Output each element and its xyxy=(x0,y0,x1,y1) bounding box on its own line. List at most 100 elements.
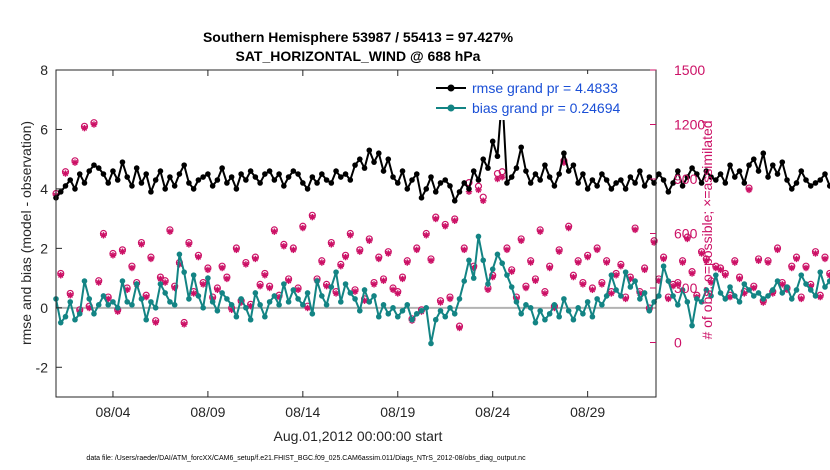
bias-point xyxy=(304,290,311,296)
rmse-point xyxy=(684,174,691,180)
rmse-point xyxy=(176,171,183,177)
obs-assimilated-point xyxy=(380,277,387,284)
rmse-point xyxy=(209,183,216,189)
obs-assimilated-point xyxy=(432,215,439,223)
rmse-point xyxy=(281,183,287,189)
rmse-point xyxy=(527,180,534,186)
rmse-point xyxy=(708,174,714,180)
obs-assimilated-point xyxy=(214,286,221,294)
rmse-point xyxy=(57,189,64,195)
rmse-point xyxy=(589,177,596,183)
bias-point xyxy=(679,287,686,293)
rmse-point xyxy=(86,168,93,174)
bias-point xyxy=(670,293,676,299)
obs-assimilated-point xyxy=(593,246,601,254)
y-tick-label: 6 xyxy=(40,121,48,137)
y2-tick-label: 1200 xyxy=(674,117,705,133)
bias-point xyxy=(627,284,634,290)
bias-point xyxy=(209,299,216,305)
legend-bias-label: bias grand pr = 0.24694 xyxy=(472,100,620,116)
obs-assimilated-point xyxy=(90,121,98,128)
rmse-point xyxy=(152,177,159,183)
bias-point xyxy=(352,296,358,302)
bias-point xyxy=(356,307,363,314)
rmse-point xyxy=(437,180,444,186)
rmse-point xyxy=(670,180,676,186)
obs-assimilated-point xyxy=(717,266,724,274)
obs-assimilated-point xyxy=(608,290,615,297)
x-tick-label: 08/24 xyxy=(475,404,510,420)
rmse-point xyxy=(404,186,411,192)
obs-assimilated-point xyxy=(147,255,155,263)
bias-point xyxy=(124,299,131,305)
bias-point xyxy=(494,251,501,258)
bias-point xyxy=(646,307,653,314)
bias-point xyxy=(143,316,149,323)
bias-point xyxy=(162,290,168,296)
rmse-point xyxy=(565,168,572,174)
bias-point xyxy=(750,293,757,299)
bias-point xyxy=(366,299,373,305)
legend-box xyxy=(428,74,650,120)
rmse-point xyxy=(304,186,311,192)
bias-point xyxy=(157,281,164,287)
obs-assimilated-point xyxy=(223,275,231,283)
obs-assimilated-point xyxy=(750,284,757,292)
bias-point xyxy=(399,307,406,314)
rmse-point xyxy=(423,186,430,192)
rmse-point xyxy=(599,171,605,177)
bias-point xyxy=(110,299,116,305)
rmse-point xyxy=(442,177,449,183)
rmse-point xyxy=(769,162,776,168)
bias-point xyxy=(385,310,392,317)
bias-point xyxy=(72,316,78,323)
obs-assimilated-point xyxy=(817,293,824,301)
obs-assimilated-point xyxy=(309,213,316,221)
bias-point xyxy=(300,302,306,308)
obs-assimilated-point xyxy=(138,241,145,248)
rmse-point xyxy=(632,180,638,186)
obs-assimilated-point xyxy=(456,324,463,332)
bias-point xyxy=(219,290,225,296)
rmse-point xyxy=(157,168,164,174)
bias-point xyxy=(371,293,377,299)
rmse-point xyxy=(361,165,368,171)
rmse-point xyxy=(95,165,102,171)
rmse-point xyxy=(328,180,335,186)
obs-assimilated-point xyxy=(755,257,762,264)
obs-assimilated-point xyxy=(536,228,544,235)
obs-assimilated-point xyxy=(266,284,273,292)
bias-point xyxy=(632,278,638,284)
bias-point xyxy=(380,302,387,308)
bias-point xyxy=(508,284,515,290)
rmse-point xyxy=(314,180,320,186)
rmse-point xyxy=(461,180,468,186)
rmse-point xyxy=(342,171,349,177)
bias-point xyxy=(504,272,510,278)
obs-assimilated-point xyxy=(356,248,363,255)
obs-assimilated-point xyxy=(318,259,326,266)
obs-assimilated-point xyxy=(802,264,810,272)
bias-point xyxy=(152,305,159,311)
rmse-point xyxy=(494,153,501,160)
obs-assimilated-point xyxy=(679,259,686,266)
rmse-point xyxy=(413,171,420,177)
rmse-point xyxy=(608,186,615,192)
rmse-point xyxy=(765,174,771,180)
obs-assimilated-point xyxy=(323,282,330,290)
bias-point xyxy=(485,281,491,287)
obs-assimilated-point xyxy=(665,295,672,303)
bias-point xyxy=(826,278,830,284)
bias-point xyxy=(570,316,577,323)
rmse-point xyxy=(309,174,316,180)
rmse-point xyxy=(774,171,781,177)
rmse-point xyxy=(480,156,487,162)
rmse-point xyxy=(679,183,686,189)
rmse-point xyxy=(523,168,529,174)
rmse-point xyxy=(803,177,809,183)
rmse-point xyxy=(285,174,292,180)
bias-point xyxy=(641,290,648,296)
obs-assimilated-point xyxy=(774,246,781,254)
rmse-point xyxy=(409,177,415,183)
bias-point xyxy=(190,272,197,278)
